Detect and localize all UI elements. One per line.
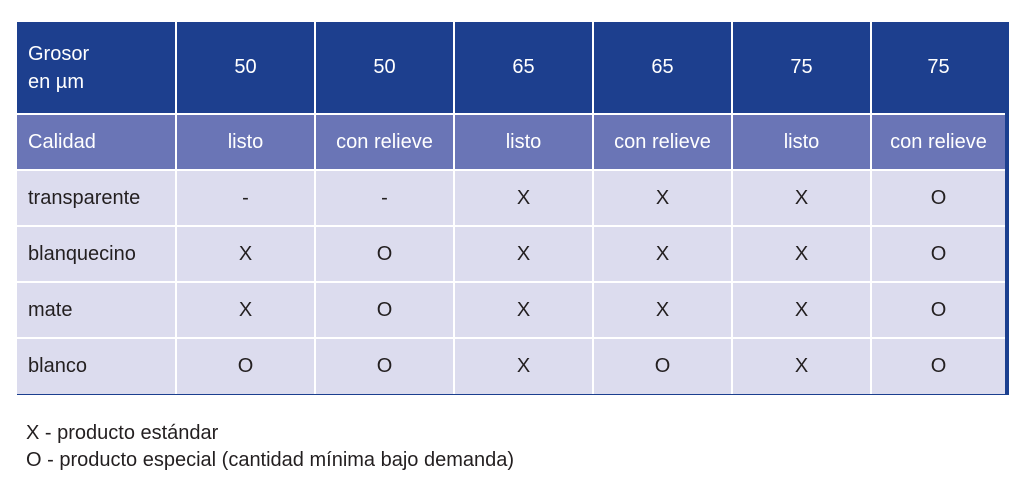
legend-special: O - producto especial (cantidad mínima b… (26, 449, 515, 471)
quality-cell: listo (731, 113, 872, 171)
row-label: transparente (17, 169, 177, 227)
table-cell: X (731, 225, 872, 283)
table-row: blanco O O X O X O (17, 337, 1005, 394)
quality-cell: listo (453, 113, 594, 171)
thickness-cell: 50 (175, 22, 316, 115)
row-label: blanquecino (17, 225, 177, 283)
table-cell: O (314, 281, 455, 339)
thickness-label: Grosor en µm (17, 22, 177, 115)
table-cell: X (453, 225, 594, 283)
thickness-header-row: Grosor en µm 50 50 65 65 75 75 (17, 22, 1005, 115)
table-cell: O (870, 225, 1005, 283)
row-label: blanco (17, 337, 177, 394)
table-cell: O (175, 337, 316, 394)
table-cell: O (870, 281, 1005, 339)
quality-cell: listo (175, 113, 316, 171)
thickness-cell: 65 (453, 22, 594, 115)
quality-label: Calidad (17, 113, 177, 171)
table-cell: O (870, 169, 1005, 227)
table-cell: X (175, 225, 316, 283)
table-row: mate X O X X X O (17, 281, 1005, 339)
table-cell: O (870, 337, 1005, 394)
table-cell: X (175, 281, 316, 339)
thickness-cell: 75 (731, 22, 872, 115)
table-row: transparente - - X X X O (17, 169, 1005, 227)
quality-cell: con relieve (870, 113, 1005, 171)
table-cell: O (314, 337, 455, 394)
table-cell: X (592, 169, 733, 227)
thickness-cell: 75 (870, 22, 1005, 115)
table-cell: X (731, 337, 872, 394)
table-cell: - (314, 169, 455, 227)
quality-cell: con relieve (592, 113, 733, 171)
table-cell: X (592, 281, 733, 339)
table-cell: X (731, 169, 872, 227)
table-row: blanquecino X O X X X O (17, 225, 1005, 283)
table-cell: X (453, 281, 594, 339)
thickness-cell: 65 (592, 22, 733, 115)
table-cell: O (314, 225, 455, 283)
legend-standard: X - producto estándar (26, 422, 219, 444)
table-cell: X (453, 337, 594, 394)
thickness-label-line1: Grosor (28, 42, 90, 65)
thickness-cell: 50 (314, 22, 455, 115)
legend: X - producto estándar O - producto espec… (26, 420, 514, 474)
table-cell: X (453, 169, 594, 227)
quality-header-row: Calidad listo con relieve listo con reli… (17, 113, 1005, 171)
table-cell: - (175, 169, 316, 227)
table-cell: O (592, 337, 733, 394)
quality-cell: con relieve (314, 113, 455, 171)
table-cell: X (592, 225, 733, 283)
row-label: mate (17, 281, 177, 339)
table-cell: X (731, 281, 872, 339)
specification-table: Grosor en µm 50 50 65 65 75 75 Calidad l… (17, 22, 1005, 394)
thickness-label-line2: en µm (28, 70, 84, 93)
